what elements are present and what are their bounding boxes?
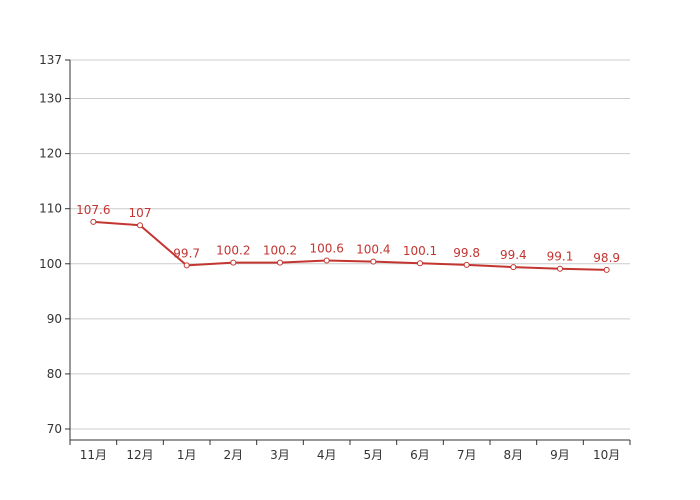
y-tick-label: 90 — [47, 312, 62, 326]
y-tick-label: 80 — [47, 367, 62, 381]
x-tick-label: 11月 — [80, 448, 107, 462]
data-label: 100.1 — [403, 244, 437, 258]
data-label: 99.7 — [173, 246, 200, 260]
data-point — [137, 222, 143, 229]
axis-layer: 70 80 90 100 110 120 130 137 11月 12月 1月 2月 3月 4月 5月 6月 7… — [39, 53, 631, 462]
x-tick-label: 5月 — [364, 448, 384, 462]
data-label: 100.2 — [263, 244, 297, 258]
data-label: 100.4 — [356, 243, 390, 257]
data-point — [370, 258, 377, 265]
data-point — [603, 266, 610, 273]
label-layer: 107.6 107 99.7 100.2 100.2 100.6 100.4 100.1 99.… — [76, 203, 620, 265]
data-label: 107.6 — [76, 203, 110, 217]
data-label: 99.1 — [547, 250, 574, 264]
data-label: 99.4 — [500, 248, 527, 262]
data-point — [277, 259, 283, 266]
y-tick-label: 100 — [39, 257, 62, 271]
data-point — [90, 218, 97, 225]
x-tick-label: 12月 — [126, 448, 153, 462]
x-tick-label: 9月 — [550, 448, 570, 462]
x-tick-label: 7月 — [457, 448, 477, 462]
data-point — [323, 257, 330, 264]
y-tick-label: 70 — [47, 422, 62, 436]
data-point — [417, 260, 423, 267]
x-tick-label: 3月 — [270, 448, 290, 462]
data-point — [510, 264, 517, 271]
data-point — [230, 259, 237, 266]
data-label: 100.2 — [216, 244, 250, 258]
data-label: 99.8 — [453, 246, 480, 260]
data-label: 98.9 — [593, 251, 620, 265]
y-tick-label: 137 — [39, 53, 62, 67]
y-tick-label: 110 — [39, 202, 62, 216]
series-layer — [90, 218, 610, 273]
x-tick-label: 6月 — [410, 448, 430, 462]
y-tick-label: 130 — [39, 92, 62, 106]
x-tick-label: 4月 — [317, 448, 337, 462]
data-point — [557, 265, 563, 272]
x-tick-label: 1月 — [177, 448, 197, 462]
data-label: 100.6 — [309, 241, 343, 255]
data-point — [183, 262, 190, 269]
y-tick-label: 120 — [39, 147, 62, 161]
x-tick-label: 2月 — [224, 448, 244, 462]
x-tick-label: 8月 — [504, 448, 524, 462]
grid-layer — [70, 59, 630, 430]
series-line — [93, 220, 607, 271]
data-label: 107 — [129, 206, 152, 220]
x-tick-label: 10月 — [593, 448, 620, 462]
data-point — [463, 261, 470, 268]
